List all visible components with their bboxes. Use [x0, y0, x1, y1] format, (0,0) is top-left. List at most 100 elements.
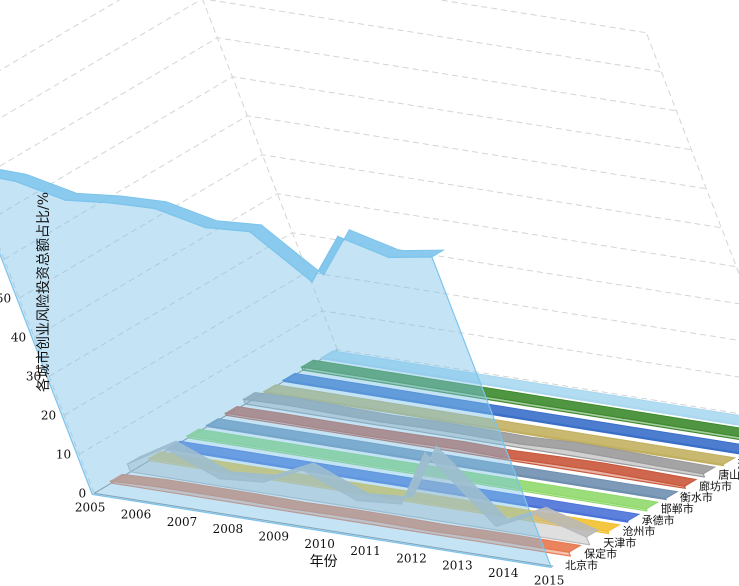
data-point — [426, 427, 429, 430]
data-point — [301, 468, 304, 471]
data-point — [420, 401, 422, 404]
data-point — [297, 439, 300, 441]
series-10 — [262, 384, 737, 467]
data-point — [557, 423, 560, 425]
data-point — [384, 522, 387, 524]
data-point — [13, 180, 16, 183]
x-axis-title: 年份 — [310, 554, 338, 570]
data-point — [476, 536, 479, 539]
data-point — [213, 454, 216, 457]
x-tick-label: 2013 — [442, 559, 473, 573]
data-point — [511, 415, 514, 418]
data-point — [356, 499, 358, 502]
data-point — [430, 256, 433, 258]
data-point — [713, 431, 716, 434]
data-point — [453, 447, 456, 450]
data-point — [637, 476, 640, 479]
data-point — [472, 434, 475, 437]
series-label: 天津市 — [603, 535, 636, 549]
data-point — [186, 435, 189, 437]
data-point — [288, 404, 291, 407]
area-face — [321, 357, 739, 426]
area-face — [110, 480, 572, 557]
data-point — [442, 490, 445, 493]
data-point — [300, 366, 303, 368]
data-point — [507, 486, 510, 488]
data-point — [585, 536, 588, 538]
data-point — [584, 441, 587, 444]
data-point — [438, 387, 441, 390]
series-label: 保定市 — [584, 547, 617, 561]
data-point — [522, 543, 524, 546]
data-point — [630, 449, 633, 451]
data-point — [527, 475, 529, 478]
data-point — [412, 371, 415, 374]
data-point — [282, 379, 285, 382]
data-point — [622, 417, 624, 419]
y-gridline — [33, 193, 737, 338]
data-point — [369, 464, 372, 467]
series-label: 廊坊市 — [699, 479, 732, 493]
data-point — [324, 456, 326, 459]
data-point — [362, 434, 365, 437]
data-point — [311, 280, 314, 283]
y-tick-label: 20 — [41, 408, 56, 422]
data-point — [346, 373, 349, 376]
series-2 — [109, 473, 582, 557]
y-tick-label: 30 — [26, 369, 41, 383]
data-point — [232, 442, 235, 445]
data-point — [664, 497, 667, 500]
data-point — [251, 431, 254, 434]
y-gridline — [18, 154, 722, 299]
data-point — [224, 412, 227, 415]
data-point — [495, 525, 498, 528]
data-point — [649, 437, 652, 440]
data-point — [259, 461, 262, 464]
area-face — [243, 398, 706, 478]
series-13 — [320, 350, 739, 426]
data-point — [430, 530, 433, 532]
x-axis-line — [94, 492, 554, 567]
data-point — [64, 199, 67, 202]
data-point — [533, 513, 536, 515]
data-point — [626, 520, 629, 522]
data-point — [400, 412, 403, 415]
series-11 — [281, 372, 739, 455]
data-point — [246, 500, 249, 502]
data-point — [388, 256, 390, 259]
data-point — [374, 393, 377, 396]
series-label: 沧州市 — [622, 524, 655, 538]
data-point — [576, 409, 579, 412]
series-9 — [242, 392, 717, 478]
data-point — [695, 445, 698, 447]
y-gridline — [0, 0, 647, 71]
x-tick-label: 2014 — [488, 566, 519, 580]
data-point — [683, 485, 686, 488]
data-point — [492, 427, 495, 429]
data-point — [676, 456, 679, 459]
data-point — [148, 457, 150, 460]
data-point — [722, 463, 725, 466]
data-point — [687, 415, 690, 417]
area-face — [0, 177, 552, 568]
data-point — [618, 490, 621, 493]
area-face — [224, 412, 686, 489]
data-point — [668, 424, 670, 427]
y-gridline — [0, 0, 662, 119]
data-point — [248, 230, 251, 233]
data-point — [338, 514, 341, 517]
data-point — [392, 380, 395, 383]
data-point — [469, 508, 472, 511]
series-ribbons — [0, 169, 739, 568]
x-tick-label: 2011 — [350, 544, 381, 558]
data-point — [599, 500, 602, 503]
data-point — [205, 424, 208, 427]
data-point — [334, 413, 337, 415]
data-point — [309, 397, 311, 400]
data-point — [645, 508, 648, 510]
data-point — [263, 390, 266, 393]
data-point — [328, 386, 331, 389]
data-point — [366, 364, 369, 366]
series-label: 衡水市 — [680, 490, 713, 504]
x-tick-label: 2006 — [121, 508, 152, 522]
